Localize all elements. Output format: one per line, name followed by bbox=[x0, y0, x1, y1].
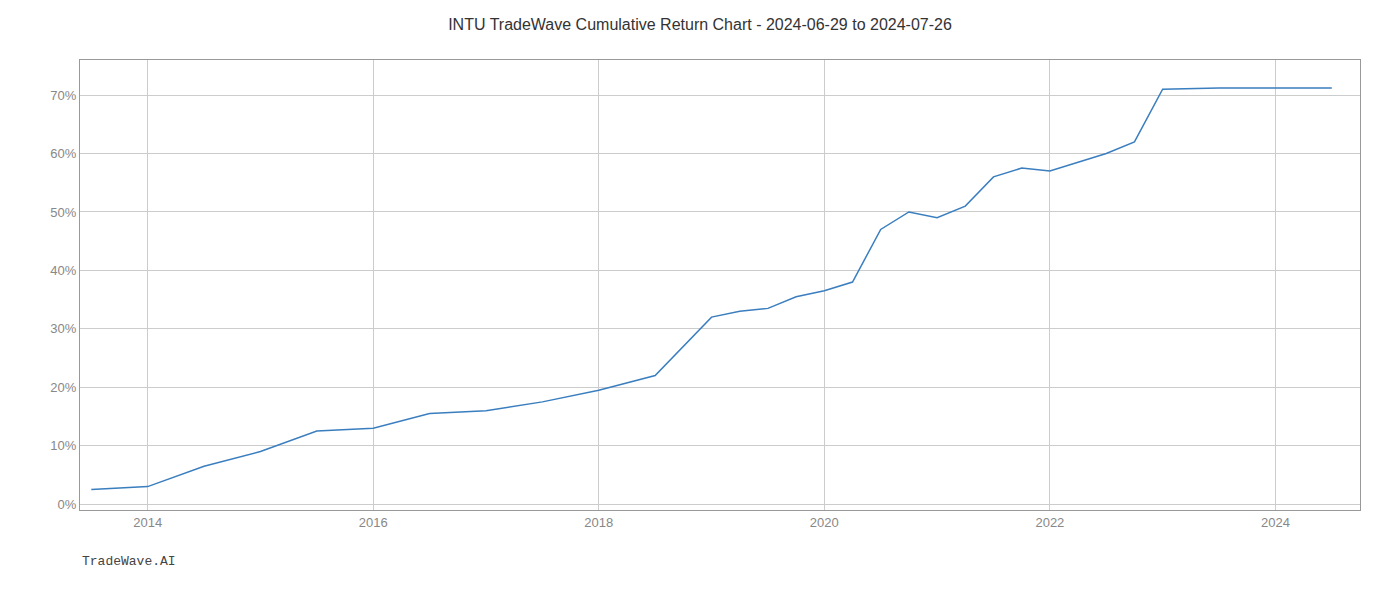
svg-text:2024: 2024 bbox=[1261, 515, 1290, 530]
svg-text:INTU TradeWave Cumulative Retu: INTU TradeWave Cumulative Return Chart -… bbox=[448, 16, 952, 33]
svg-text:30%: 30% bbox=[50, 321, 76, 336]
svg-text:60%: 60% bbox=[50, 146, 76, 161]
svg-text:70%: 70% bbox=[50, 88, 76, 103]
svg-text:2020: 2020 bbox=[810, 515, 839, 530]
svg-text:10%: 10% bbox=[50, 438, 76, 453]
svg-text:40%: 40% bbox=[50, 263, 76, 278]
svg-text:0%: 0% bbox=[58, 497, 77, 512]
svg-text:20%: 20% bbox=[50, 380, 76, 395]
svg-text:2022: 2022 bbox=[1035, 515, 1064, 530]
svg-text:2018: 2018 bbox=[584, 515, 613, 530]
svg-text:2014: 2014 bbox=[133, 515, 162, 530]
svg-text:2016: 2016 bbox=[359, 515, 388, 530]
svg-text:50%: 50% bbox=[50, 205, 76, 220]
svg-text:TradeWave.AI: TradeWave.AI bbox=[82, 554, 176, 569]
